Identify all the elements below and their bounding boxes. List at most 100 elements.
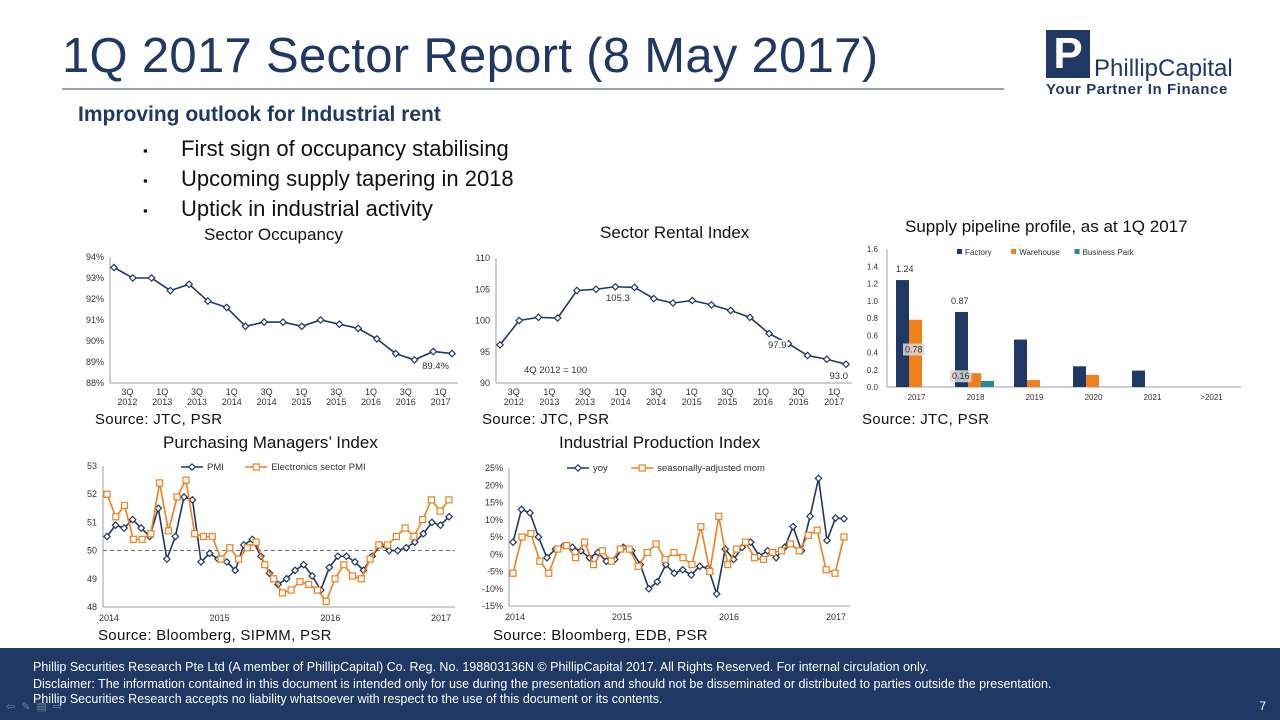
data-point xyxy=(391,349,400,358)
data-label-bg xyxy=(767,340,788,351)
data-point xyxy=(795,547,803,555)
data-point xyxy=(515,316,524,325)
data-point xyxy=(205,549,214,558)
legend-marker xyxy=(252,463,260,471)
data-point xyxy=(278,589,286,597)
data-point xyxy=(392,532,400,541)
company-logo: P PhillipCapital Your Partner In Finance xyxy=(1046,30,1256,100)
data-point xyxy=(534,532,543,542)
data-point xyxy=(517,505,526,514)
logo-name: PhillipCapital xyxy=(1094,55,1233,82)
nav-back-icon[interactable]: ⇦ xyxy=(6,701,22,713)
x-tick-label: 3Q xyxy=(400,387,412,397)
source-ipi: Source: Bloomberg, EDB, PSR xyxy=(493,627,708,644)
data-label: 4Q 2012 = 100 xyxy=(524,365,587,376)
y-tick-label: 1.6 xyxy=(867,245,879,254)
data-label: 97.9 xyxy=(768,340,787,351)
data-point xyxy=(325,563,334,572)
data-point xyxy=(261,561,269,569)
data-point xyxy=(287,586,295,594)
data-label: 0.87 xyxy=(951,296,969,306)
chart-title-supply-pipeline: Supply pipeline profile, as at 1Q 2017 xyxy=(905,217,1188,236)
data-point xyxy=(668,298,678,308)
data-point xyxy=(419,515,427,524)
y-tick-label: 88% xyxy=(86,378,104,388)
data-point xyxy=(166,286,175,295)
x-tick-label: 2013 xyxy=(152,397,172,407)
x-tick-label: 1Q xyxy=(686,387,698,397)
page-title: 1Q 2017 Sector Report (8 May 2017) xyxy=(62,29,879,83)
data-point xyxy=(436,521,445,530)
bullet-text: Upcoming supply tapering in 2018 xyxy=(181,166,514,191)
data-label: 105.3 xyxy=(606,293,630,304)
x-tick-label: 2019 xyxy=(1026,393,1044,402)
x-tick-label: 3Q xyxy=(191,387,203,397)
x-tick-label: 2015 xyxy=(717,397,737,407)
data-point xyxy=(525,508,535,517)
title-divider xyxy=(62,88,1004,90)
y-tick-label: -15% xyxy=(482,601,503,611)
data-point xyxy=(576,546,585,555)
data-point xyxy=(589,560,598,569)
data-point xyxy=(786,540,794,548)
x-tick-label: 2018 xyxy=(967,393,985,402)
data-point xyxy=(611,282,620,291)
data-point xyxy=(313,586,322,594)
x-tick-label: 2013 xyxy=(539,397,559,407)
x-tick-label: 1Q xyxy=(226,387,238,397)
slide-nav-controls[interactable]: ⇦✎▤⇨ xyxy=(6,700,68,713)
data-point xyxy=(372,334,381,343)
data-point xyxy=(402,543,411,552)
x-tick-label: 1Q xyxy=(295,387,307,397)
data-point xyxy=(695,562,704,571)
bar-factory xyxy=(896,280,909,387)
data-point xyxy=(670,548,678,557)
data-point xyxy=(120,523,129,533)
x-tick-label: 2015 xyxy=(682,397,702,407)
data-point xyxy=(357,575,365,583)
data-point xyxy=(393,546,402,555)
y-tick-label: 15% xyxy=(485,498,503,508)
bullet-item: ▪ First sign of occupancy stabilising xyxy=(143,136,509,162)
y-tick-label: 10% xyxy=(485,515,503,525)
x-tick-label: 2013 xyxy=(575,397,595,407)
data-point xyxy=(191,530,199,538)
y-tick-label: -10% xyxy=(482,584,503,594)
data-point xyxy=(831,513,840,523)
data-point xyxy=(649,294,658,303)
data-point xyxy=(156,479,164,487)
data-point xyxy=(111,521,120,530)
bar-warehouse xyxy=(1027,380,1040,387)
data-point xyxy=(348,572,357,580)
data-point xyxy=(208,532,216,541)
logo-mark-icon: P xyxy=(1046,30,1090,78)
bar-factory xyxy=(955,311,968,387)
source-supply-pipeline: Source: JTC, PSR xyxy=(862,411,990,428)
data-point xyxy=(527,529,535,538)
pen-icon[interactable]: ✎ xyxy=(21,701,37,713)
data-point xyxy=(260,318,269,327)
bullet-marker-icon: ▪ xyxy=(143,142,148,158)
bar-warehouse xyxy=(1086,374,1099,387)
menu-icon[interactable]: ▤ xyxy=(36,701,53,713)
data-point xyxy=(410,538,419,547)
data-point xyxy=(447,349,457,358)
data-point xyxy=(427,496,436,504)
x-tick-label: 2016 xyxy=(396,397,416,407)
data-point xyxy=(733,545,741,553)
data-point xyxy=(342,552,351,561)
supply-pipeline-chart: 0.0 0.2 0.4 0.6 0.8 1.0 1.2 1.4 1.6 2017 2018 2019 2… xyxy=(867,245,1241,402)
data-point xyxy=(222,303,231,312)
data-point xyxy=(768,548,777,557)
data-point xyxy=(296,578,304,586)
data-point xyxy=(164,527,172,535)
x-tick-label: 2015 xyxy=(291,397,311,407)
data-point xyxy=(679,554,687,562)
x-tick-label: 1Q xyxy=(365,387,377,397)
nav-forward-icon[interactable]: ⇨ xyxy=(52,701,69,713)
ipi-chart: -15% -10% -5% 0% 5% 10% 15% 20% 25% 2014 2015 2016 2… xyxy=(482,463,850,622)
data-point xyxy=(572,286,581,295)
bullet-text: First sign of occupancy stabilising xyxy=(181,136,509,161)
x-tick-label: 2016 xyxy=(789,397,809,407)
x-tick-label: 1Q xyxy=(757,387,769,397)
